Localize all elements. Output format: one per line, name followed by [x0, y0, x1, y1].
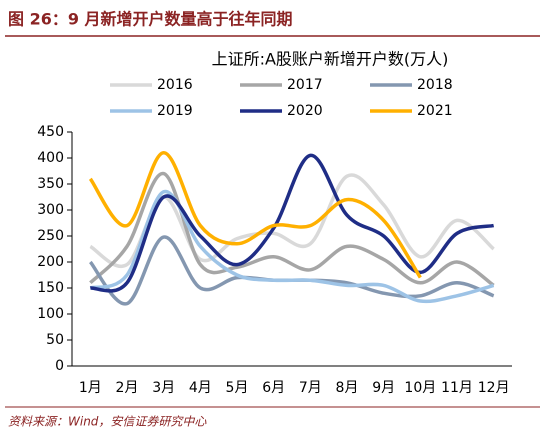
y-tick-label: 300: [37, 202, 64, 218]
y-tick-label: 150: [37, 280, 64, 296]
legend-label: 2019: [157, 103, 193, 119]
x-tick-label: 4月: [189, 380, 212, 396]
y-tick-label: 250: [37, 228, 64, 244]
source-note: 资料来源：Wind，安信证券研究中心: [8, 415, 207, 429]
x-tick-label: 5月: [226, 380, 249, 396]
x-tick-label: 11月: [441, 380, 473, 396]
x-tick-label: 10月: [404, 380, 436, 396]
legend-label: 2016: [157, 77, 193, 93]
legend-label: 2018: [417, 77, 453, 93]
series-line: [88, 151, 422, 279]
x-tick-label: 8月: [336, 380, 359, 396]
chart-title: 上证所:A股账户新增开户数(万人): [212, 50, 449, 69]
y-tick-label: 0: [55, 358, 64, 374]
y-tick-label: 50: [46, 332, 64, 348]
y-tick-label: 100: [37, 306, 64, 322]
x-tick-label: 9月: [372, 380, 395, 396]
series-line: [90, 153, 495, 293]
x-tick-label: 7月: [299, 380, 322, 396]
y-tick-label: 450: [37, 124, 64, 140]
y-tick-label: 200: [37, 254, 64, 270]
x-tick-label: 6月: [262, 380, 285, 396]
x-tick-label: 3月: [152, 380, 175, 396]
series-line: [89, 190, 495, 304]
legend-label: 2020: [287, 103, 323, 119]
y-tick-label: 400: [37, 150, 64, 166]
x-tick-label: 2月: [116, 380, 139, 396]
x-tick-label: 12月: [478, 380, 510, 396]
legend-label: 2021: [417, 103, 453, 119]
series-line: [89, 171, 495, 287]
legend-label: 2017: [287, 77, 323, 93]
figure-title: 图 26：9 月新增开户数量高于往年同期: [8, 10, 293, 29]
y-tick-label: 350: [37, 176, 64, 192]
x-tick-label: 1月: [79, 380, 102, 396]
